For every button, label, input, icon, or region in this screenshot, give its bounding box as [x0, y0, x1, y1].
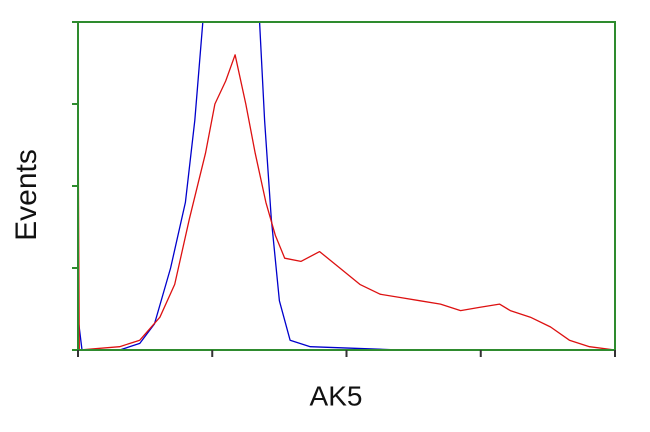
- x-axis-label: AK5: [310, 380, 363, 411]
- plot-area: [78, 22, 615, 350]
- histogram-line: [78, 22, 615, 350]
- plot-frame: [77, 21, 616, 351]
- y-axis-label: Events: [10, 149, 43, 241]
- histogram-line: [78, 54, 615, 350]
